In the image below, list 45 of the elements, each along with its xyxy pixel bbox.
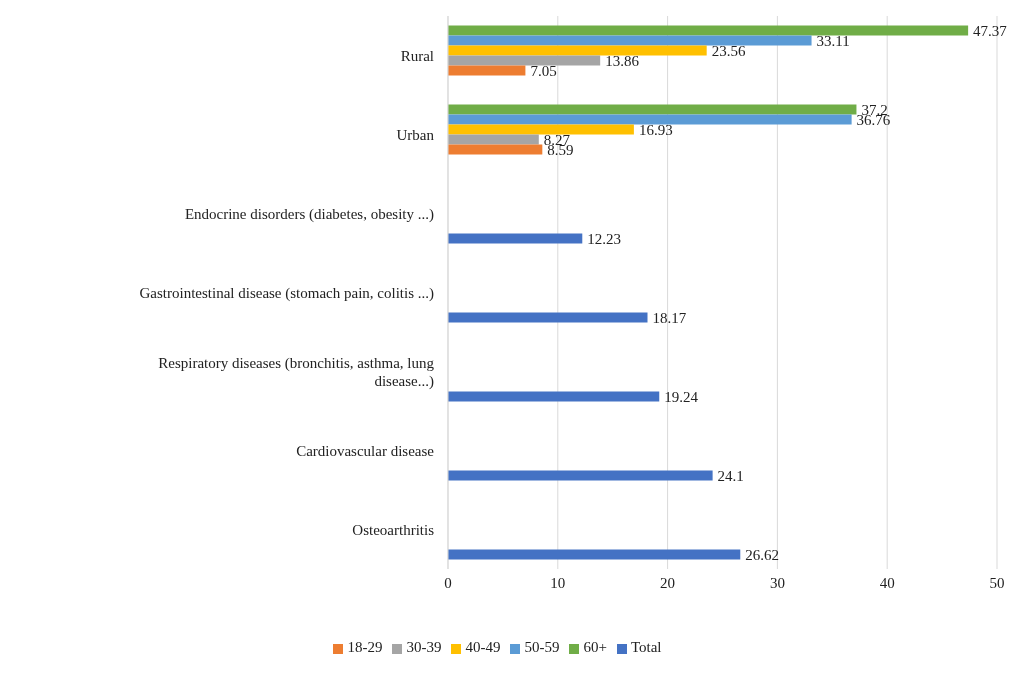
data-label: 7.05 bbox=[530, 62, 557, 79]
y-tick-label: Osteoarthritis bbox=[352, 521, 435, 538]
data-label: 47.37 bbox=[973, 22, 1008, 39]
data-label: 33.11 bbox=[816, 32, 850, 49]
data-label: 24.1 bbox=[717, 467, 744, 484]
bar bbox=[448, 124, 634, 135]
bar bbox=[448, 134, 539, 145]
bar bbox=[448, 233, 583, 244]
x-tick-label: 10 bbox=[550, 574, 566, 591]
y-tick-label: Endocrine disorders (diabetes, obesity ...) bbox=[184, 205, 434, 223]
x-tick-label: 30 bbox=[769, 574, 785, 591]
data-label: 19.24 bbox=[664, 388, 699, 405]
x-tick-label: 0 bbox=[444, 574, 452, 591]
y-tick-label: Urban bbox=[396, 126, 435, 143]
bar bbox=[448, 114, 852, 125]
data-label: 12.23 bbox=[587, 230, 622, 247]
legend-label: Total bbox=[630, 639, 662, 655]
bar bbox=[448, 45, 707, 56]
y-tick-label: Respiratory diseases (bronchitis, asthma, lung disease...) bbox=[158, 354, 435, 390]
x-tick-label: 20 bbox=[660, 574, 676, 591]
bar bbox=[448, 312, 648, 323]
legend-label: 50-59 bbox=[524, 639, 560, 655]
data-label: 18.17 bbox=[652, 309, 687, 326]
bar bbox=[448, 35, 812, 46]
x-tick-label: 50 bbox=[989, 574, 1005, 591]
legend-label: 60+ bbox=[583, 639, 607, 655]
x-tick-label: 40 bbox=[879, 574, 895, 591]
bar bbox=[448, 391, 660, 402]
bar bbox=[448, 25, 969, 36]
bar bbox=[448, 144, 543, 155]
data-label: 16.93 bbox=[638, 121, 673, 138]
bar bbox=[448, 65, 526, 76]
data-label: 23.56 bbox=[711, 42, 746, 59]
y-tick-label: Cardiovascular disease bbox=[296, 442, 435, 459]
data-label: 13.86 bbox=[605, 52, 640, 69]
bar bbox=[448, 549, 741, 560]
legend-label: 30-39 bbox=[406, 639, 442, 655]
data-label: 26.62 bbox=[745, 546, 780, 563]
y-tick-label: Gastrointestinal disease (stomach pain, colitis ...) bbox=[139, 284, 434, 302]
bar bbox=[448, 470, 713, 481]
bar bbox=[448, 104, 857, 115]
bar bbox=[448, 55, 601, 66]
legend-label: 40-49 bbox=[465, 639, 501, 655]
y-tick-label: Rural bbox=[400, 47, 434, 64]
legend-label: 18-29 bbox=[347, 639, 383, 655]
